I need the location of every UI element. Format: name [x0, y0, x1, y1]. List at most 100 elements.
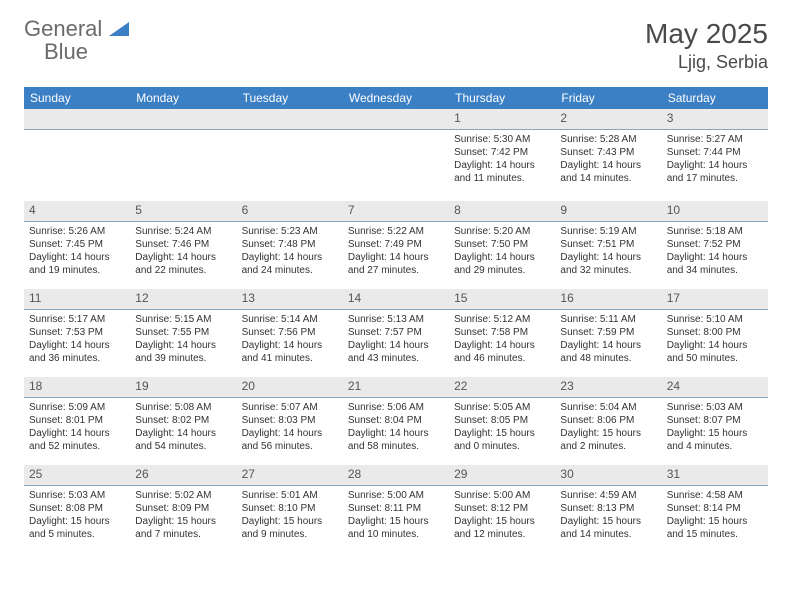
day-cell: Sunrise: 5:01 AMSunset: 8:10 PMDaylight:… — [237, 485, 343, 553]
day-number-cell: 29 — [449, 465, 555, 485]
day-number-cell: 23 — [555, 377, 661, 397]
daylight-line: Daylight: 15 hours and 4 minutes. — [667, 427, 763, 453]
sunrise-line: Sunrise: 5:18 AM — [667, 225, 763, 238]
day-number-cell: 19 — [130, 377, 236, 397]
sunrise-line: Sunrise: 5:03 AM — [667, 401, 763, 414]
day-cell: Sunrise: 5:11 AMSunset: 7:59 PMDaylight:… — [555, 309, 661, 377]
sunrise-line: Sunrise: 4:58 AM — [667, 489, 763, 502]
day-cell — [130, 129, 236, 201]
weekday-header: Sunday — [24, 87, 130, 109]
sunset-line: Sunset: 8:01 PM — [29, 414, 125, 427]
sunrise-line: Sunrise: 5:09 AM — [29, 401, 125, 414]
day-cell: Sunrise: 5:14 AMSunset: 7:56 PMDaylight:… — [237, 309, 343, 377]
day-cell: Sunrise: 5:24 AMSunset: 7:46 PMDaylight:… — [130, 221, 236, 289]
daylight-line: Daylight: 14 hours and 24 minutes. — [242, 251, 338, 277]
daylight-line: Daylight: 14 hours and 19 minutes. — [29, 251, 125, 277]
day-number-cell — [24, 109, 130, 129]
sunset-line: Sunset: 7:58 PM — [454, 326, 550, 339]
location-text: Ljig, Serbia — [645, 52, 768, 73]
daylight-line: Daylight: 14 hours and 56 minutes. — [242, 427, 338, 453]
day-number-cell: 13 — [237, 289, 343, 309]
day-cell: Sunrise: 5:02 AMSunset: 8:09 PMDaylight:… — [130, 485, 236, 553]
sunset-line: Sunset: 8:05 PM — [454, 414, 550, 427]
week-band-row: 45678910 — [24, 201, 768, 221]
sunrise-line: Sunrise: 5:00 AM — [348, 489, 444, 502]
day-number-cell: 18 — [24, 377, 130, 397]
day-cell: Sunrise: 5:12 AMSunset: 7:58 PMDaylight:… — [449, 309, 555, 377]
sunrise-line: Sunrise: 5:00 AM — [454, 489, 550, 502]
sunset-line: Sunset: 7:57 PM — [348, 326, 444, 339]
day-cell: Sunrise: 4:59 AMSunset: 8:13 PMDaylight:… — [555, 485, 661, 553]
day-number-cell: 5 — [130, 201, 236, 221]
day-cell — [237, 129, 343, 201]
day-number-cell: 25 — [24, 465, 130, 485]
day-number-cell: 2 — [555, 109, 661, 129]
sunset-line: Sunset: 7:48 PM — [242, 238, 338, 251]
week-band-row: 25262728293031 — [24, 465, 768, 485]
daylight-line: Daylight: 14 hours and 29 minutes. — [454, 251, 550, 277]
logo-word-1: General — [24, 16, 102, 41]
week-band-row: 123 — [24, 109, 768, 129]
week-band-row: 18192021222324 — [24, 377, 768, 397]
daylight-line: Daylight: 15 hours and 12 minutes. — [454, 515, 550, 541]
day-cell: Sunrise: 5:00 AMSunset: 8:11 PMDaylight:… — [343, 485, 449, 553]
day-number-cell — [343, 109, 449, 129]
day-cell: Sunrise: 5:15 AMSunset: 7:55 PMDaylight:… — [130, 309, 236, 377]
day-cell: Sunrise: 5:08 AMSunset: 8:02 PMDaylight:… — [130, 397, 236, 465]
day-cell — [343, 129, 449, 201]
daylight-line: Daylight: 14 hours and 32 minutes. — [560, 251, 656, 277]
calendar-body: 123Sunrise: 5:30 AMSunset: 7:42 PMDaylig… — [24, 109, 768, 553]
day-cell: Sunrise: 5:10 AMSunset: 8:00 PMDaylight:… — [662, 309, 768, 377]
day-cell: Sunrise: 5:18 AMSunset: 7:52 PMDaylight:… — [662, 221, 768, 289]
sunset-line: Sunset: 7:49 PM — [348, 238, 444, 251]
daylight-line: Daylight: 14 hours and 50 minutes. — [667, 339, 763, 365]
sunset-line: Sunset: 7:45 PM — [29, 238, 125, 251]
weekday-header: Saturday — [662, 87, 768, 109]
day-cell: Sunrise: 5:06 AMSunset: 8:04 PMDaylight:… — [343, 397, 449, 465]
header-bar: General Blue May 2025 Ljig, Serbia — [24, 18, 768, 73]
daylight-line: Daylight: 15 hours and 10 minutes. — [348, 515, 444, 541]
sunset-line: Sunset: 7:44 PM — [667, 146, 763, 159]
header-right: May 2025 Ljig, Serbia — [645, 18, 768, 73]
daylight-line: Daylight: 15 hours and 7 minutes. — [135, 515, 231, 541]
daylight-line: Daylight: 14 hours and 14 minutes. — [560, 159, 656, 185]
sunrise-line: Sunrise: 5:13 AM — [348, 313, 444, 326]
sunrise-line: Sunrise: 5:24 AM — [135, 225, 231, 238]
day-number-cell: 12 — [130, 289, 236, 309]
sunrise-line: Sunrise: 5:08 AM — [135, 401, 231, 414]
day-cell: Sunrise: 5:23 AMSunset: 7:48 PMDaylight:… — [237, 221, 343, 289]
sunrise-line: Sunrise: 5:07 AM — [242, 401, 338, 414]
daylight-line: Daylight: 15 hours and 2 minutes. — [560, 427, 656, 453]
daylight-line: Daylight: 14 hours and 39 minutes. — [135, 339, 231, 365]
daylight-line: Daylight: 14 hours and 54 minutes. — [135, 427, 231, 453]
day-number-cell: 7 — [343, 201, 449, 221]
brand-logo: General Blue — [24, 18, 129, 64]
sunrise-line: Sunrise: 5:02 AM — [135, 489, 231, 502]
sunset-line: Sunset: 8:00 PM — [667, 326, 763, 339]
day-number-cell: 27 — [237, 465, 343, 485]
day-number-cell: 16 — [555, 289, 661, 309]
sunrise-line: Sunrise: 5:12 AM — [454, 313, 550, 326]
sunrise-line: Sunrise: 5:03 AM — [29, 489, 125, 502]
daylight-line: Daylight: 15 hours and 14 minutes. — [560, 515, 656, 541]
sunset-line: Sunset: 7:51 PM — [560, 238, 656, 251]
daylight-line: Daylight: 15 hours and 9 minutes. — [242, 515, 338, 541]
day-number-cell: 10 — [662, 201, 768, 221]
logo-word-2: Blue — [44, 39, 88, 64]
sunset-line: Sunset: 8:11 PM — [348, 502, 444, 515]
week-detail-row: Sunrise: 5:09 AMSunset: 8:01 PM Daylight:… — [24, 397, 768, 465]
sunrise-line: Sunrise: 5:04 AM — [560, 401, 656, 414]
day-number-cell: 4 — [24, 201, 130, 221]
sunrise-line: Sunrise: 5:15 AM — [135, 313, 231, 326]
day-number-cell — [130, 109, 236, 129]
sunrise-line: Sunrise: 4:59 AM — [560, 489, 656, 502]
day-number-cell: 15 — [449, 289, 555, 309]
day-number-cell: 21 — [343, 377, 449, 397]
day-cell: Sunrise: 5:03 AMSunset: 8:08 PMDaylight:… — [24, 485, 130, 553]
weekday-header: Monday — [130, 87, 236, 109]
sunset-line: Sunset: 7:52 PM — [667, 238, 763, 251]
week-detail-row: Sunrise: 5:17 AMSunset: 7:53 PMDaylight:… — [24, 309, 768, 377]
sunrise-line: Sunrise: 5:27 AM — [667, 133, 763, 146]
daylight-line: Daylight: 14 hours and 41 minutes. — [242, 339, 338, 365]
sunset-line: Sunset: 7:43 PM — [560, 146, 656, 159]
